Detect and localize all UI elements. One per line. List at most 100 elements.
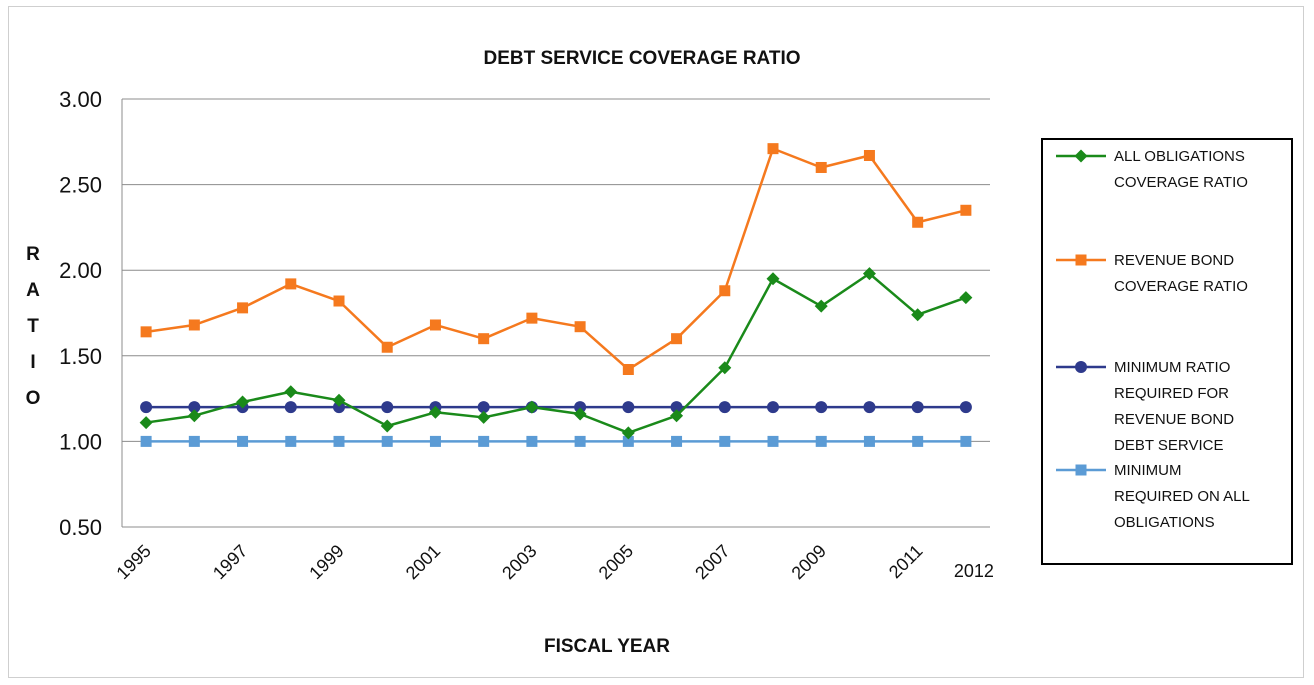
data-point xyxy=(477,401,490,414)
data-point xyxy=(140,326,152,338)
data-point xyxy=(429,319,441,331)
data-point xyxy=(862,267,876,281)
y-tick-label: 2.50 xyxy=(59,173,102,198)
data-point xyxy=(621,426,635,440)
legend-label: REVENUE BOND xyxy=(1114,252,1234,269)
data-point xyxy=(333,295,345,307)
legend-label: COVERAGE RATIO xyxy=(1114,174,1248,191)
legend-label: COVERAGE RATIO xyxy=(1114,278,1248,295)
data-point xyxy=(912,216,924,228)
data-point xyxy=(912,435,924,447)
data-point xyxy=(477,410,491,424)
legend-marker xyxy=(1074,149,1088,163)
data-point xyxy=(815,161,827,173)
legend-label: DEBT SERVICE xyxy=(1114,437,1223,454)
data-point xyxy=(187,409,201,423)
data-point xyxy=(960,435,972,447)
x-tick-label: 2009 xyxy=(788,541,830,583)
legend-marker xyxy=(1075,361,1087,373)
legend-marker xyxy=(1075,464,1087,476)
legend-label: OBLIGATIONS xyxy=(1114,514,1215,531)
series-group xyxy=(139,143,973,447)
data-point xyxy=(188,319,200,331)
gridlines xyxy=(121,98,990,528)
x-tick-label: 2007 xyxy=(691,541,733,583)
x-tick-label: 2012 xyxy=(954,561,994,581)
legend-item: ALL OBLIGATIONS COVERAGE RATIO xyxy=(1056,148,1248,191)
x-tick-label: 1997 xyxy=(209,541,251,583)
legend-item: REVENUE BOND COVERAGE RATIO xyxy=(1056,252,1248,295)
data-point xyxy=(622,435,634,447)
x-tick-label: 1999 xyxy=(305,541,347,583)
y-tick-label: 3.00 xyxy=(59,87,102,112)
data-point xyxy=(622,363,634,375)
legend-label: ALL OBLIGATIONS xyxy=(1114,148,1245,165)
series-3 xyxy=(140,435,972,447)
y-axis-label-letter: R xyxy=(26,244,40,265)
data-point xyxy=(863,149,875,161)
data-point xyxy=(574,401,587,414)
data-point xyxy=(766,272,780,286)
data-point xyxy=(574,435,586,447)
data-point xyxy=(526,312,538,324)
data-point xyxy=(767,401,779,414)
y-tick-label: 2.00 xyxy=(59,258,102,283)
data-point xyxy=(237,302,249,314)
legend-box xyxy=(1041,138,1293,565)
data-point xyxy=(284,401,297,414)
data-point xyxy=(381,341,393,353)
x-tick-label: 2001 xyxy=(402,541,444,583)
data-point xyxy=(767,143,779,155)
y-axis-ticks: 3.00 2.50 2.00 1.50 1.00 0.50 xyxy=(59,87,102,540)
data-point xyxy=(381,435,393,447)
data-point xyxy=(140,435,152,447)
y-tick-label: 1.50 xyxy=(59,344,102,369)
y-axis-label-letter: I xyxy=(30,352,35,373)
data-point xyxy=(284,385,298,399)
data-point xyxy=(719,435,731,447)
data-point xyxy=(767,435,779,447)
data-point xyxy=(333,401,345,414)
data-point xyxy=(285,278,297,290)
legend-item: MINIMUM RATIO REQUIRED FOR REVENUE BOND DEB… xyxy=(1056,359,1234,454)
data-point xyxy=(718,361,732,375)
legend-label: REQUIRED FOR xyxy=(1114,385,1229,402)
data-point xyxy=(285,435,297,447)
data-point xyxy=(478,333,490,345)
data-point xyxy=(332,393,346,407)
data-point xyxy=(959,401,972,414)
chart-title: DEBT SERVICE COVERAGE RATIO xyxy=(483,48,800,69)
data-point xyxy=(380,419,394,433)
data-point xyxy=(959,291,973,305)
data-point xyxy=(911,308,925,322)
data-point xyxy=(671,435,683,447)
data-point xyxy=(333,435,345,447)
data-point xyxy=(236,395,250,409)
y-tick-label: 0.50 xyxy=(59,515,102,540)
data-point xyxy=(815,401,828,414)
data-point xyxy=(670,401,683,414)
data-point xyxy=(429,435,441,447)
data-point xyxy=(526,435,538,447)
data-point xyxy=(863,435,875,447)
y-axis-label-letter: T xyxy=(27,316,39,337)
data-point xyxy=(814,299,828,313)
data-point xyxy=(960,204,972,216)
y-axis-label-letter: A xyxy=(26,280,40,301)
y-axis-label-letter: O xyxy=(26,388,41,409)
data-point xyxy=(139,416,153,430)
data-point xyxy=(573,407,587,421)
x-tick-label: 2011 xyxy=(885,541,927,583)
legend-label: REVENUE BOND xyxy=(1114,411,1234,428)
data-point xyxy=(574,321,586,333)
data-point xyxy=(525,400,539,414)
series-line xyxy=(145,147,967,371)
y-axis-label: RATIO xyxy=(26,244,41,409)
series-0 xyxy=(139,267,973,440)
x-tick-label: 2005 xyxy=(595,541,637,583)
data-point xyxy=(719,285,731,297)
data-point xyxy=(140,401,153,414)
data-point xyxy=(381,401,394,414)
